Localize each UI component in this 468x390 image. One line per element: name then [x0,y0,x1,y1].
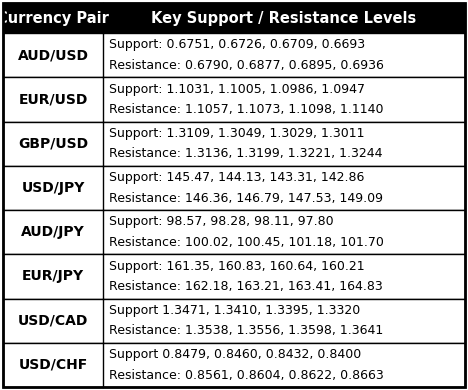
Text: Resistance: 0.6790, 0.6877, 0.6895, 0.6936: Resistance: 0.6790, 0.6877, 0.6895, 0.69… [109,59,384,72]
Text: Support 0.8479, 0.8460, 0.8432, 0.8400: Support 0.8479, 0.8460, 0.8432, 0.8400 [109,348,361,361]
Text: AUD/JPY: AUD/JPY [21,225,85,239]
Text: Support: 0.6751, 0.6726, 0.6709, 0.6693: Support: 0.6751, 0.6726, 0.6709, 0.6693 [109,39,365,51]
Text: Resistance: 100.02, 100.45, 101.18, 101.70: Resistance: 100.02, 100.45, 101.18, 101.… [109,236,384,249]
Text: Support: 98.57, 98.28, 98.11, 97.80: Support: 98.57, 98.28, 98.11, 97.80 [109,215,334,229]
Text: Currency Pair: Currency Pair [0,11,109,25]
Text: Support: 145.47, 144.13, 143.31, 142.86: Support: 145.47, 144.13, 143.31, 142.86 [109,171,365,184]
Bar [3,254,465,298]
Bar [3,166,465,210]
Text: USD/JPY: USD/JPY [22,181,85,195]
Text: Resistance: 1.3136, 1.3199, 1.3221, 1.3244: Resistance: 1.3136, 1.3199, 1.3221, 1.32… [109,147,382,160]
Text: Resistance: 146.36, 146.79, 147.53, 149.09: Resistance: 146.36, 146.79, 147.53, 149.… [109,191,383,204]
Text: Support 1.3471, 1.3410, 1.3395, 1.3320: Support 1.3471, 1.3410, 1.3395, 1.3320 [109,304,360,317]
Bar [3,122,465,166]
Text: Resistance: 1.1057, 1.1073, 1.1098, 1.1140: Resistance: 1.1057, 1.1073, 1.1098, 1.11… [109,103,383,116]
Bar [3,298,465,343]
Text: Resistance: 1.3538, 1.3556, 1.3598, 1.3641: Resistance: 1.3538, 1.3556, 1.3598, 1.36… [109,324,383,337]
Text: Support: 1.3109, 1.3049, 1.3029, 1.3011: Support: 1.3109, 1.3049, 1.3029, 1.3011 [109,127,365,140]
Text: Support: 1.1031, 1.1005, 1.0986, 1.0947: Support: 1.1031, 1.1005, 1.0986, 1.0947 [109,83,365,96]
Text: Resistance: 162.18, 163.21, 163.41, 164.83: Resistance: 162.18, 163.21, 163.41, 164.… [109,280,383,293]
Text: USD/CAD: USD/CAD [18,314,88,328]
Text: Key Support / Resistance Levels: Key Support / Resistance Levels [151,11,417,25]
Bar [3,343,465,387]
Bar [3,3,465,33]
Bar [3,33,465,77]
Text: GBP/USD: GBP/USD [18,136,88,151]
Bar [3,210,465,254]
Text: AUD/USD: AUD/USD [17,48,88,62]
Text: Resistance: 0.8561, 0.8604, 0.8622, 0.8663: Resistance: 0.8561, 0.8604, 0.8622, 0.86… [109,369,384,381]
Text: EUR/USD: EUR/USD [18,92,88,106]
Text: EUR/JPY: EUR/JPY [22,269,84,284]
Text: USD/CHF: USD/CHF [18,358,88,372]
Text: Support: 161.35, 160.83, 160.64, 160.21: Support: 161.35, 160.83, 160.64, 160.21 [109,260,365,273]
Bar [3,77,465,122]
